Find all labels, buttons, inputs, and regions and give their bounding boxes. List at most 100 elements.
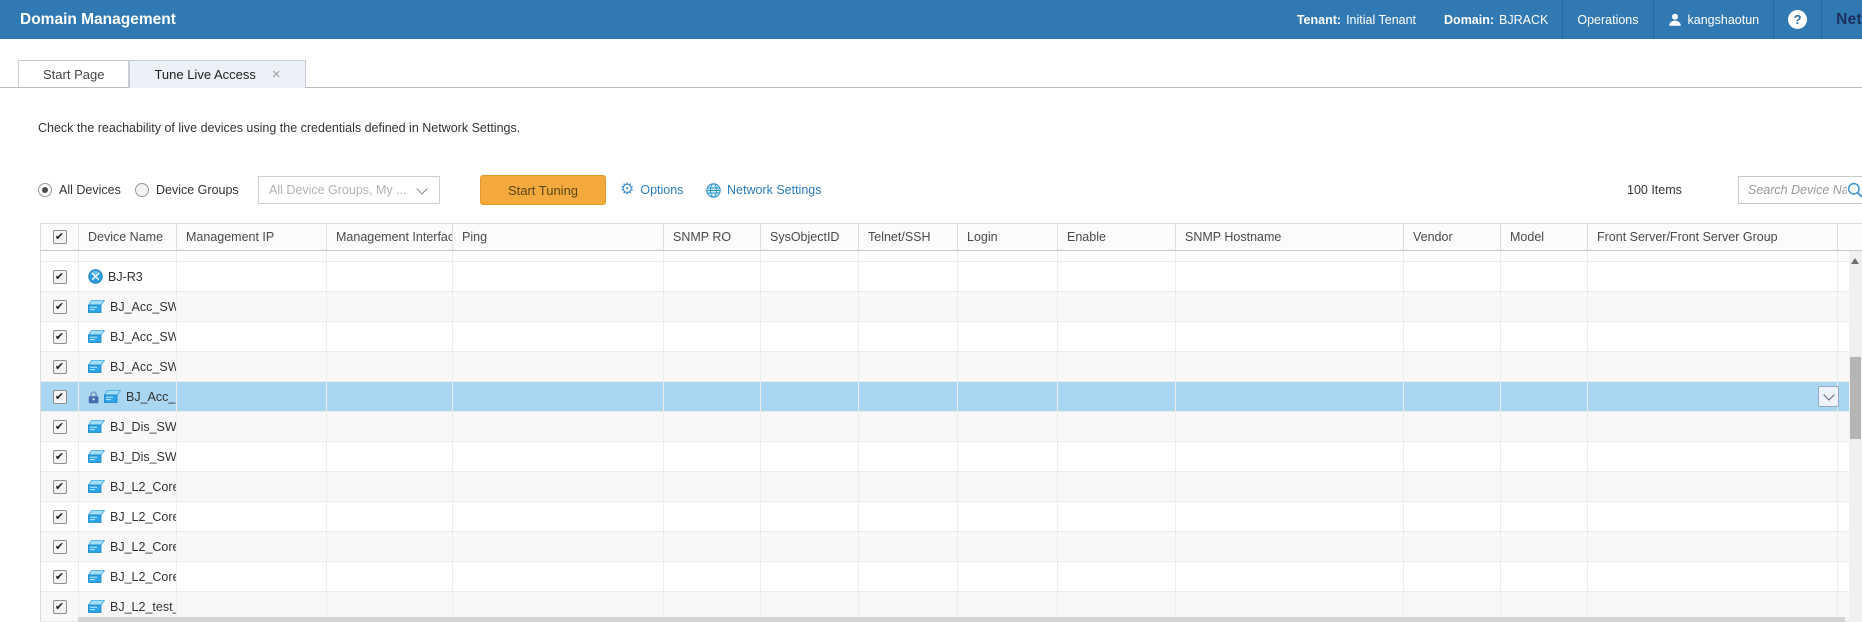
row-checkbox[interactable]: ✔ [52,329,67,344]
search-input[interactable] [1739,183,1847,197]
column-header-front-server[interactable]: Front Server/Front Server Group [1588,224,1838,250]
scroll-up-arrow-icon[interactable] [1851,258,1859,264]
user-menu[interactable]: kangshaotun [1654,0,1774,39]
table-row[interactable]: ✔ B [41,382,1849,412]
column-header-ping[interactable]: Ping [453,224,664,250]
column-header-snmp-hostname[interactable]: SNMP Hostname [1176,224,1404,250]
select-all-cell[interactable]: ✔ [41,224,79,250]
device-name-cell[interactable]: BJ_Acc_SW2 [79,322,177,351]
column-header-device-name[interactable]: Device Name [79,224,177,250]
page-description: Check the reachability of live devices u… [38,121,521,135]
row-checkbox-cell[interactable]: ✔ [41,412,79,441]
row-checkbox[interactable]: ✔ [52,299,67,314]
column-header-model[interactable]: Model [1501,224,1588,250]
device-name-cell[interactable]: BJ_Dis_SW1 [79,412,177,441]
row-checkbox-cell[interactable]: ✔ [41,502,79,531]
controls-row: All Devices Device Groups All Device Gro… [0,175,1862,205]
row-checkbox[interactable]: ✔ [52,449,67,464]
device-name-cell[interactable]: BJ_L2_test_1 [79,592,177,621]
column-header-management-ip[interactable]: Management IP [177,224,327,250]
column-header-enable[interactable]: Enable [1058,224,1176,250]
horizontal-scrollbar[interactable] [78,617,1845,622]
device-name-cell[interactable]: BJ_L2_Core_4 [79,502,177,531]
radio-button[interactable] [135,183,149,197]
row-checkbox-cell[interactable]: ✔ [41,382,79,411]
row-checkbox[interactable]: ✔ [52,389,67,404]
table-row[interactable]: ✔ BJ_Acc_SW6 [41,352,1849,382]
row-checkbox[interactable]: ✔ [52,419,67,434]
table-row[interactable]: ✔ BJ_Acc_SW1 [41,292,1849,322]
row-checkbox[interactable]: ✔ [52,479,67,494]
tab-bar: Start Page Tune Live Access × [0,39,1862,88]
radio-label: All Devices [59,183,121,197]
table-row[interactable]: ✔ BJ_L2_Core_3 [41,472,1849,502]
app-header: Domain Management Tenant: Initial Tenant… [0,0,1862,39]
row-checkbox-cell[interactable]: ✔ [41,532,79,561]
device-name-cell[interactable]: BJ_Acc_Sw4 [79,382,177,411]
radio-button[interactable] [38,183,52,197]
table-row[interactable]: ✔ BJ_L2_Core_6 [41,562,1849,592]
radio-device-groups[interactable]: Device Groups [135,175,239,205]
row-checkbox[interactable]: ✔ [52,269,67,284]
device-name-cell[interactable]: BJ_Acc_SW6 [79,352,177,381]
scrollbar-thumb[interactable] [1850,357,1861,439]
device-name-cell[interactable]: BJ_Dis_SW2 [79,442,177,471]
tab-tune-live-access[interactable]: Tune Live Access × [129,60,306,88]
row-checkbox[interactable]: ✔ [52,599,67,614]
row-checkbox-cell[interactable]: ✔ [41,352,79,381]
row-checkbox-cell[interactable]: ✔ [41,262,79,291]
row-checkbox-cell[interactable]: ✔ [41,442,79,471]
network-settings-button[interactable]: Network Settings [706,175,821,205]
column-header-vendor[interactable]: Vendor [1404,224,1501,250]
switch-icon [88,480,105,493]
column-header-sysobjectid[interactable]: SysObjectID [761,224,859,250]
device-name-cell[interactable]: BJ_L2_Core_3 [79,472,177,501]
radio-all-devices[interactable]: All Devices [38,175,121,205]
brand-logo: Net [1836,10,1862,28]
row-expand-button[interactable] [1818,386,1839,407]
table-row[interactable]: ✔ BJ_Acc_SW2 [41,322,1849,352]
row-checkbox-cell[interactable]: ✔ [41,322,79,351]
help-icon: ? [1788,10,1808,29]
row-checkbox[interactable]: ✔ [52,539,67,554]
options-button[interactable]: ⚙ Options [620,181,684,198]
device-name: BJ_L2_Core_5 [110,539,176,554]
row-checkbox-cell[interactable]: ✔ [41,592,79,621]
domain-label: Domain: [1444,12,1495,27]
switch-icon [104,390,121,403]
domain-value: BJRACK [1499,12,1549,27]
row-checkbox-cell[interactable]: ✔ [41,472,79,501]
tab-start-page[interactable]: Start Page [18,60,130,87]
vertical-scrollbar[interactable] [1849,251,1862,622]
row-checkbox-cell[interactable]: ✔ [41,562,79,591]
row-checkbox[interactable]: ✔ [52,359,67,374]
user-icon [1668,13,1681,26]
header-separator [1652,0,1654,39]
help-button[interactable]: ? [1774,0,1821,39]
device-name-cell[interactable]: BJ_L2_Core_6 [79,562,177,591]
column-header-login[interactable]: Login [958,224,1058,250]
close-icon[interactable]: × [271,66,281,83]
start-tuning-button[interactable]: Start Tuning [480,175,606,205]
dropdown-value: All Device Groups, My ... [269,183,407,197]
row-checkbox[interactable]: ✔ [52,509,67,524]
table-row[interactable]: ✔ BJ_L2_Core_5 [41,532,1849,562]
device-name-cell[interactable]: BJ_L2_Core_5 [79,532,177,561]
header-right: Tenant: Initial Tenant Domain: BJRACK Op… [1283,0,1862,39]
select-all-checkbox[interactable]: ✔ [52,230,67,244]
row-checkbox[interactable]: ✔ [52,569,67,584]
row-checkbox-cell[interactable]: ✔ [41,292,79,321]
table-row[interactable]: ✔ BJ-R3 [41,262,1849,292]
table-row[interactable]: ✔ BJ_Dis_SW1 [41,412,1849,442]
device-name: BJ_L2_Core_6 [110,569,176,584]
column-header-telnet-ssh[interactable]: Telnet/SSH [859,224,958,250]
device-name-cell[interactable]: BJ-R3 [79,262,177,291]
device-group-dropdown[interactable]: All Device Groups, My ... [258,176,440,204]
column-header-snmp-ro[interactable]: SNMP RO [664,224,761,250]
table-row[interactable]: ✔ BJ_Dis_SW2 [41,442,1849,472]
device-name-cell[interactable]: BJ_Acc_SW1 [79,292,177,321]
table-row[interactable]: ✔ BJ_L2_Core_4 [41,502,1849,532]
column-header-management-interface[interactable]: Management Interface [327,224,453,250]
operations-menu[interactable]: Operations [1577,12,1639,27]
